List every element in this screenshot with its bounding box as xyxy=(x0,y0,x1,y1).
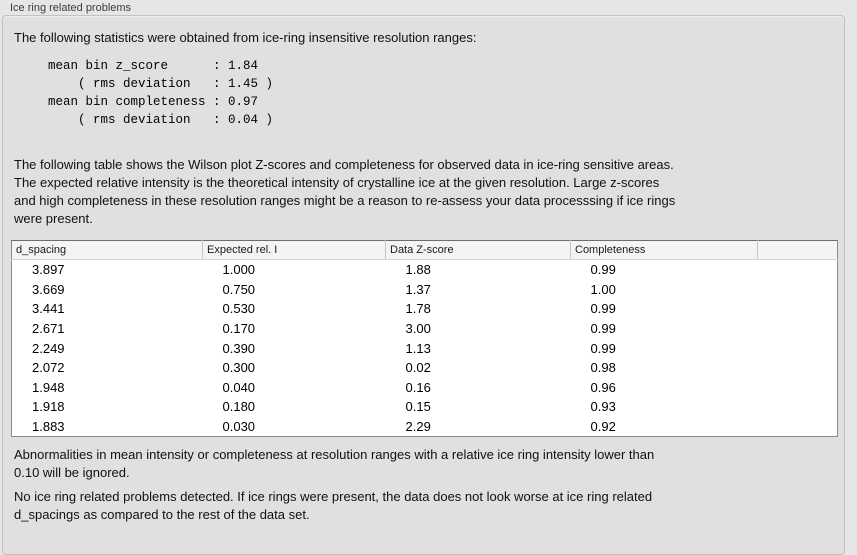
cell-d-spacing: 3.441 xyxy=(32,301,65,317)
cell-d-spacing: 3.669 xyxy=(32,281,65,297)
column-header-d-spacing[interactable]: d_spacing xyxy=(11,240,203,260)
cell-expected-rel-i: 0.030 xyxy=(222,419,256,435)
table-row[interactable]: 3.897 1.000 1.88 0.99 xyxy=(12,260,838,280)
cell-completeness: 0.99 xyxy=(590,301,616,317)
cell-data-z-score: 2.29 xyxy=(405,419,431,435)
column-header-expected-rel-i[interactable]: Expected rel. I xyxy=(202,240,386,260)
column-header-data-z-score[interactable]: Data Z-score xyxy=(385,240,571,260)
table-row[interactable]: 1.948 0.040 0.16 0.96 xyxy=(12,378,838,398)
cell-d-spacing: 3.897 xyxy=(32,262,65,278)
cell-empty xyxy=(758,397,838,417)
cell-expected-rel-i: 0.040 xyxy=(222,379,256,395)
cell-empty xyxy=(758,358,838,378)
cell-completeness: 0.93 xyxy=(590,399,616,415)
cell-d-spacing: 2.249 xyxy=(32,340,65,356)
ice-ring-table: d_spacing Expected rel. I Data Z-score C… xyxy=(11,240,838,438)
cell-empty xyxy=(758,260,838,280)
cell-expected-rel-i: 0.170 xyxy=(222,321,256,337)
cell-completeness: 0.96 xyxy=(590,379,616,395)
table-header-row: d_spacing Expected rel. I Data Z-score C… xyxy=(11,240,838,260)
table-row[interactable]: 2.249 0.390 1.13 0.99 xyxy=(12,338,838,358)
conclusion-text: No ice ring related problems detected. I… xyxy=(14,489,653,522)
table-row[interactable]: 1.883 0.030 2.29 0.92 xyxy=(12,417,838,437)
cell-empty xyxy=(758,280,838,300)
cell-empty xyxy=(758,319,838,339)
cell-empty xyxy=(758,417,838,437)
column-header-completeness[interactable]: Completeness xyxy=(570,240,758,260)
cell-expected-rel-i: 0.180 xyxy=(222,399,256,415)
cell-expected-rel-i: 0.300 xyxy=(222,360,256,376)
description-text: The following table shows the Wilson plo… xyxy=(14,157,676,226)
cell-completeness: 0.92 xyxy=(590,419,616,435)
cell-d-spacing: 2.072 xyxy=(32,360,65,376)
cell-completeness: 1.00 xyxy=(590,281,616,297)
cell-empty xyxy=(758,299,838,319)
cell-d-spacing: 1.883 xyxy=(32,419,65,435)
cell-completeness: 0.99 xyxy=(590,340,616,356)
cell-data-z-score: 3.00 xyxy=(405,321,431,337)
cell-data-z-score: 1.78 xyxy=(405,301,431,317)
cell-data-z-score: 0.15 xyxy=(405,399,431,415)
cell-expected-rel-i: 0.530 xyxy=(222,301,256,317)
cell-completeness: 0.98 xyxy=(590,360,616,376)
cell-expected-rel-i: 0.390 xyxy=(222,340,256,356)
stats-block: mean bin z_score : 1.84 ( rms deviation … xyxy=(48,59,274,127)
cell-expected-rel-i: 1.000 xyxy=(222,262,256,278)
cell-completeness: 0.99 xyxy=(590,262,616,278)
table-row[interactable]: 1.918 0.180 0.15 0.93 xyxy=(12,397,838,417)
cell-data-z-score: 0.16 xyxy=(405,379,431,395)
cell-expected-rel-i: 0.750 xyxy=(222,281,256,297)
cell-completeness: 0.99 xyxy=(590,321,616,337)
cell-data-z-score: 1.88 xyxy=(405,262,431,278)
cell-d-spacing: 1.918 xyxy=(32,399,65,415)
table-row[interactable]: 3.669 0.750 1.37 1.00 xyxy=(12,280,838,300)
intro-text: The following statistics were obtained f… xyxy=(14,30,477,45)
column-header-empty xyxy=(757,240,838,260)
table-row[interactable]: 2.671 0.170 3.00 0.99 xyxy=(12,319,838,339)
cell-data-z-score: 0.02 xyxy=(405,360,431,376)
table-row[interactable]: 3.441 0.530 1.78 0.99 xyxy=(12,299,838,319)
cell-data-z-score: 1.37 xyxy=(405,281,431,297)
cell-d-spacing: 1.948 xyxy=(32,379,65,395)
table-row[interactable]: 2.072 0.300 0.02 0.98 xyxy=(12,358,838,378)
cell-empty xyxy=(758,338,838,358)
cell-data-z-score: 1.13 xyxy=(405,340,431,356)
ignore-note-text: Abnormalities in mean intensity or compl… xyxy=(14,447,655,480)
cell-d-spacing: 2.671 xyxy=(32,321,65,337)
cell-empty xyxy=(758,378,838,398)
ice-ring-table-container: d_spacing Expected rel. I Data Z-score C… xyxy=(11,240,838,438)
panel-title: Ice ring related problems xyxy=(10,2,132,14)
